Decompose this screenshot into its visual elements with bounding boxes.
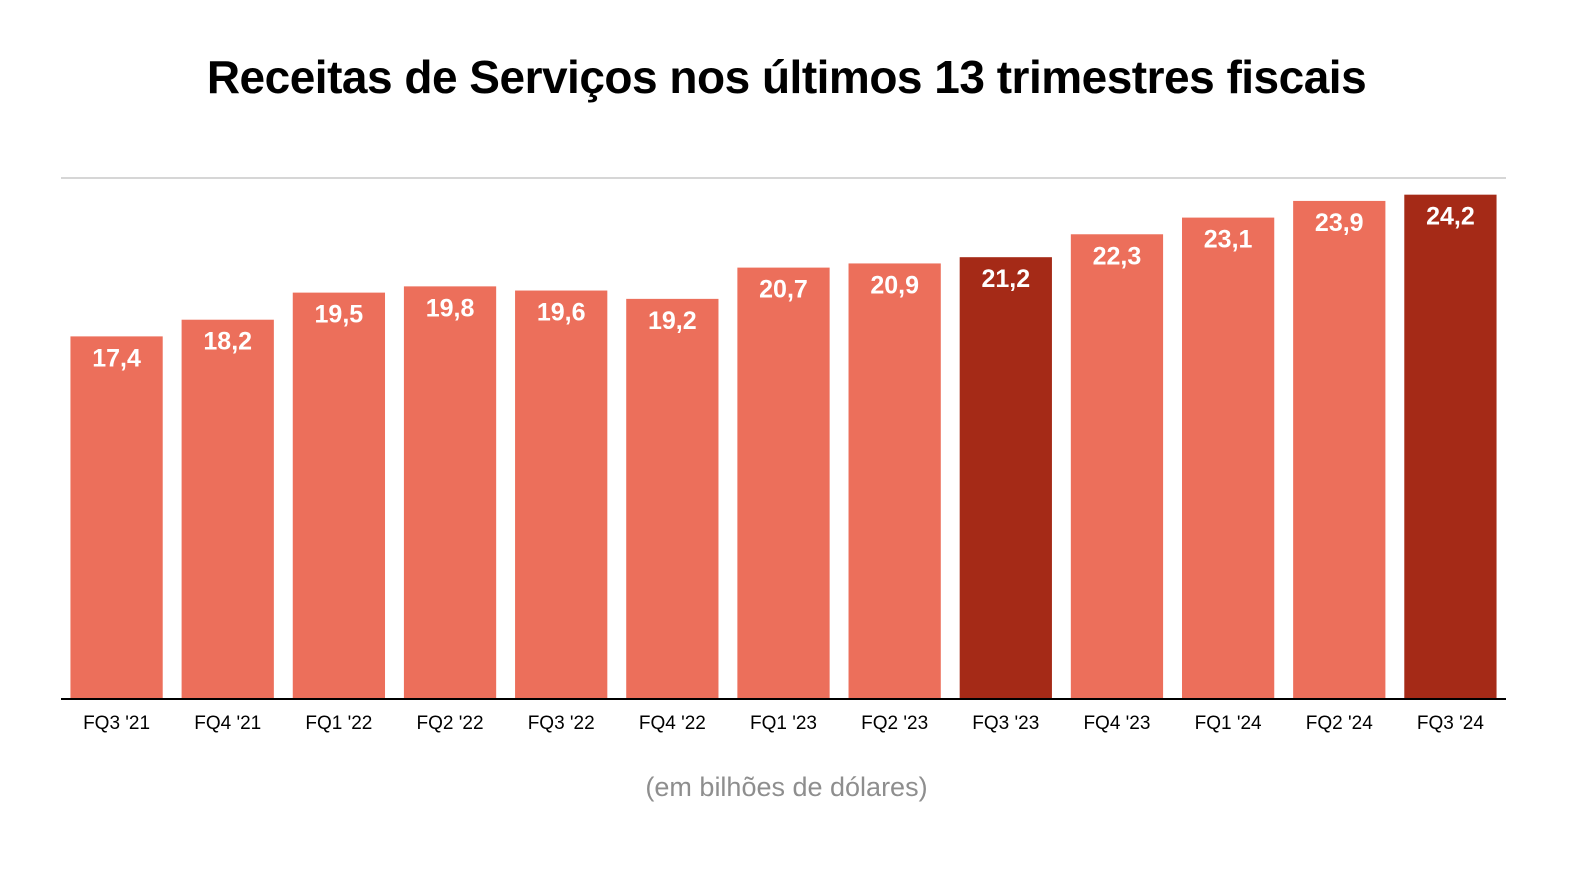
x-tick-label: FQ2 '24 [1306, 713, 1373, 734]
value-label: 24,2 [1426, 203, 1475, 231]
x-tick-label: FQ4 '22 [639, 713, 706, 734]
chart-title: Receitas de Serviços nos últimos 13 trim… [206, 51, 1367, 103]
tick-labels-layer: FQ3 '21 FQ4 '21 FQ1 '22 FQ2 '22 FQ3 '22 FQ4 '… [83, 713, 1484, 734]
bar [403, 286, 497, 699]
bar [626, 298, 719, 699]
value-label: 17,4 [92, 344, 141, 372]
x-tick-label: FQ1 '22 [305, 713, 372, 734]
value-label: 22,3 [1093, 242, 1142, 270]
value-label: 23,9 [1315, 209, 1364, 237]
value-label: 19,8 [426, 294, 475, 322]
value-label: 21,2 [981, 265, 1030, 293]
x-tick-label: FQ2 '23 [861, 713, 928, 734]
bar [515, 290, 608, 699]
bars-layer [70, 194, 1497, 700]
value-label: 18,2 [203, 328, 252, 356]
bar [848, 263, 941, 699]
bar [959, 257, 1052, 699]
value-label: 19,5 [315, 301, 364, 329]
bar [1293, 200, 1386, 700]
value-label: 19,6 [537, 299, 586, 327]
unit-note: (em bilhões de dólares) [645, 772, 928, 802]
x-tick-label: FQ3 '24 [1417, 713, 1484, 734]
value-label: 23,1 [1204, 226, 1253, 254]
x-tick-label: FQ4 '21 [194, 713, 261, 734]
x-tick-label: FQ2 '22 [417, 713, 484, 734]
value-label: 19,2 [648, 307, 697, 335]
value-label: 20,9 [870, 271, 919, 299]
bar [737, 267, 830, 699]
x-tick-label: FQ3 '21 [83, 713, 150, 734]
bar [1404, 194, 1497, 700]
bar [181, 319, 274, 699]
x-tick-label: FQ1 '24 [1195, 713, 1262, 734]
bar [70, 336, 163, 699]
bar [292, 292, 386, 699]
x-tick-label: FQ3 '22 [528, 713, 595, 734]
x-tick-label: FQ3 '23 [972, 713, 1039, 734]
x-tick-label: FQ4 '23 [1083, 713, 1150, 734]
value-labels-layer: 17,4 18,2 19,5 19,8 19,6 19,2 20,7 20,9 21,2 22,3… [92, 203, 1475, 373]
bar [1070, 234, 1164, 699]
value-label: 20,7 [759, 276, 808, 304]
x-tick-label: FQ1 '23 [750, 713, 817, 734]
bar [1181, 217, 1275, 699]
